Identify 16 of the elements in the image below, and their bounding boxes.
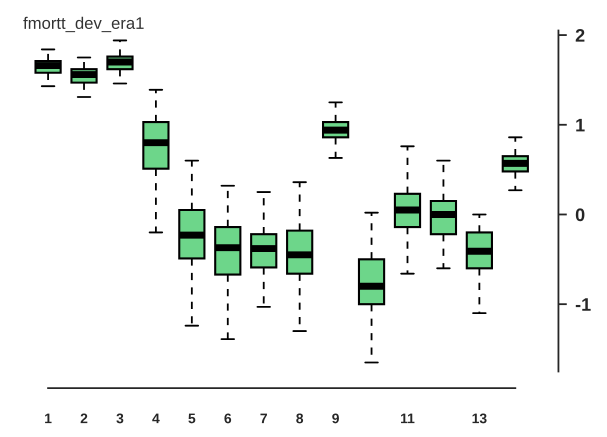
x-tick-label: 9 — [332, 413, 339, 424]
y-tick-label: -1 — [576, 298, 591, 311]
x-tick-label: 7 — [260, 414, 267, 424]
chart-title: fmortt_dev_era1 — [23, 16, 144, 32]
x-tick-label: 5 — [188, 414, 196, 424]
x-tick-label: 3 — [116, 413, 124, 424]
y-tick-label: 2 — [576, 29, 584, 42]
y-tick-label: 1 — [576, 118, 585, 132]
x-tick-label: 2 — [80, 413, 88, 424]
x-tick-label: 11 — [401, 414, 414, 424]
x-tick-label: 8 — [296, 413, 304, 424]
x-tick-label: 6 — [224, 413, 232, 424]
x-tick-label: 1 — [45, 414, 52, 424]
y-tick-label: 0 — [576, 208, 584, 222]
x-tick-label: 4 — [152, 414, 160, 424]
x-tick-label: 13 — [472, 413, 487, 424]
